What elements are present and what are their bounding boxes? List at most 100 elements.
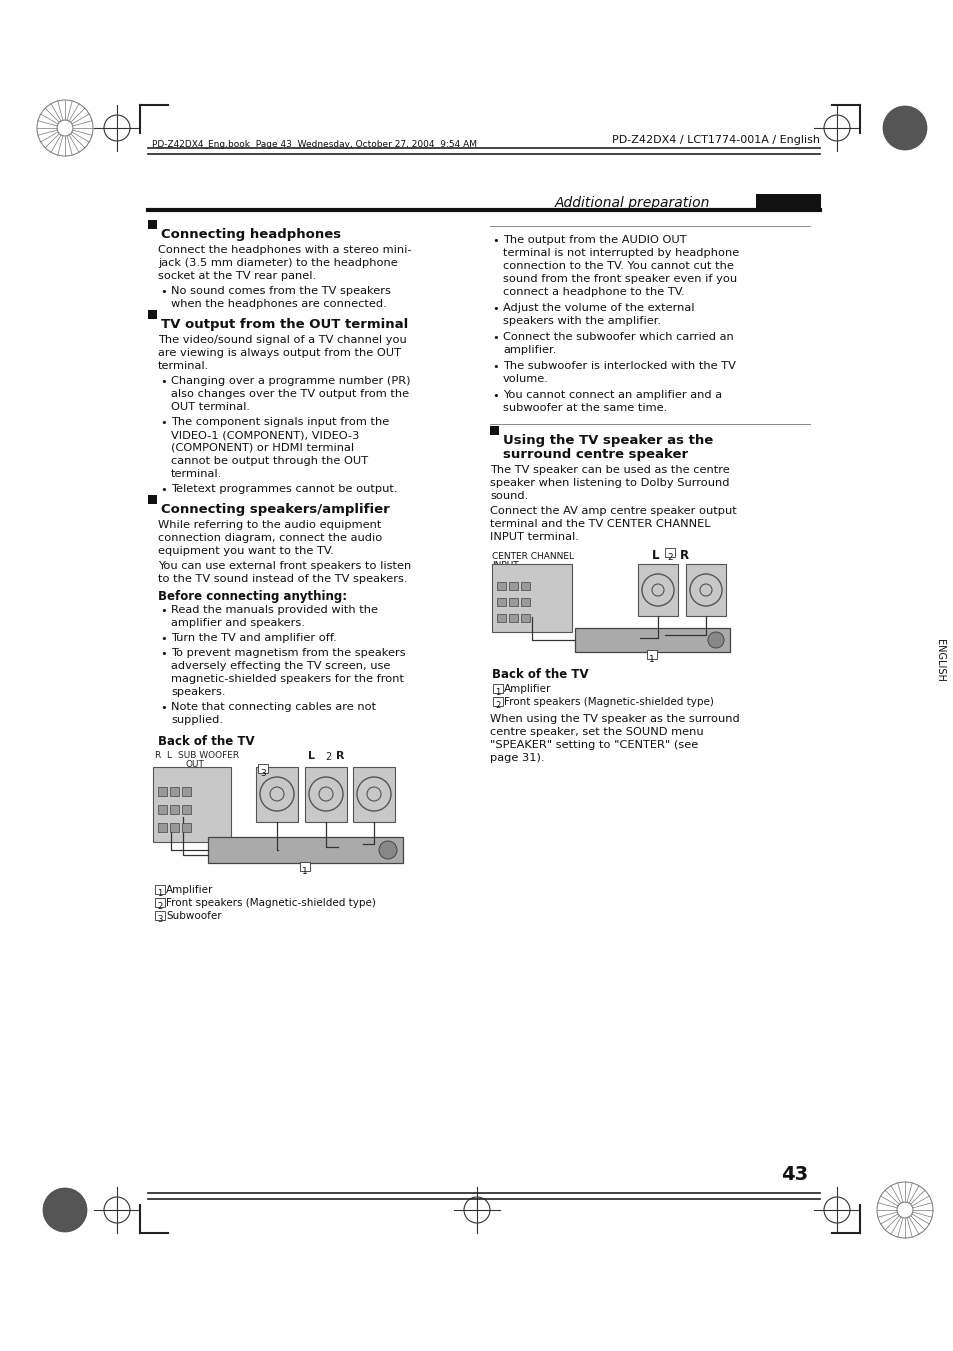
Text: Front speakers (Magnetic-shielded type): Front speakers (Magnetic-shielded type) bbox=[503, 697, 713, 707]
Text: subwoofer at the same time.: subwoofer at the same time. bbox=[502, 403, 666, 413]
Bar bbox=[148, 220, 157, 230]
Text: equipment you want to the TV.: equipment you want to the TV. bbox=[158, 546, 334, 557]
Text: adversely effecting the TV screen, use: adversely effecting the TV screen, use bbox=[171, 661, 390, 671]
Text: jack (3.5 mm diameter) to the headphone: jack (3.5 mm diameter) to the headphone bbox=[158, 258, 397, 267]
Text: speaker when listening to Dolby Surround: speaker when listening to Dolby Surround bbox=[490, 478, 729, 488]
Text: when the headphones are connected.: when the headphones are connected. bbox=[171, 299, 386, 309]
Text: CENTER CHANNEL: CENTER CHANNEL bbox=[492, 553, 574, 561]
Text: amplifier.: amplifier. bbox=[502, 345, 556, 355]
Text: cannot be output through the OUT: cannot be output through the OUT bbox=[171, 457, 368, 466]
Bar bbox=[493, 684, 502, 693]
Text: The component signals input from the: The component signals input from the bbox=[171, 417, 389, 427]
Text: •: • bbox=[492, 390, 498, 401]
Text: SUB WOOFER: SUB WOOFER bbox=[178, 751, 239, 761]
Text: •: • bbox=[160, 607, 167, 616]
Text: Teletext programmes cannot be output.: Teletext programmes cannot be output. bbox=[171, 484, 397, 494]
Text: ENGLISH: ENGLISH bbox=[934, 639, 944, 681]
Text: terminal.: terminal. bbox=[158, 361, 209, 372]
Text: connection diagram, connect the audio: connection diagram, connect the audio bbox=[158, 534, 382, 543]
Text: •: • bbox=[492, 332, 498, 343]
Text: R  L: R L bbox=[154, 751, 172, 761]
Text: 2: 2 bbox=[666, 553, 672, 562]
Bar bbox=[170, 805, 179, 815]
Circle shape bbox=[707, 632, 723, 648]
Text: surround centre speaker: surround centre speaker bbox=[502, 449, 687, 461]
Bar bbox=[305, 767, 347, 821]
Text: You can use external front speakers to listen: You can use external front speakers to l… bbox=[158, 561, 411, 571]
Text: TV output from the OUT terminal: TV output from the OUT terminal bbox=[161, 317, 408, 331]
Text: supplied.: supplied. bbox=[171, 715, 223, 725]
Text: •: • bbox=[160, 485, 167, 494]
Bar bbox=[182, 823, 191, 832]
Bar bbox=[497, 598, 505, 607]
Text: PD-Z42DX4_Eng.book  Page 43  Wednesday, October 27, 2004  9:54 AM: PD-Z42DX4_Eng.book Page 43 Wednesday, Oc… bbox=[152, 141, 476, 149]
Bar bbox=[154, 911, 165, 920]
Text: "SPEAKER" setting to "CENTER" (see: "SPEAKER" setting to "CENTER" (see bbox=[490, 740, 698, 750]
Text: centre speaker, set the SOUND menu: centre speaker, set the SOUND menu bbox=[490, 727, 703, 738]
Bar bbox=[492, 563, 572, 632]
Text: Before connecting anything:: Before connecting anything: bbox=[158, 590, 347, 603]
Text: The TV speaker can be used as the centre: The TV speaker can be used as the centre bbox=[490, 465, 729, 476]
Bar bbox=[257, 765, 268, 773]
Bar bbox=[299, 862, 310, 871]
Text: INPUT: INPUT bbox=[492, 561, 518, 570]
Bar bbox=[353, 767, 395, 821]
Text: The subwoofer is interlocked with the TV: The subwoofer is interlocked with the TV bbox=[502, 361, 735, 372]
Text: No sound comes from the TV speakers: No sound comes from the TV speakers bbox=[171, 286, 391, 296]
Text: Amplifier: Amplifier bbox=[503, 684, 551, 694]
Text: to the TV sound instead of the TV speakers.: to the TV sound instead of the TV speake… bbox=[158, 574, 407, 584]
Text: volume.: volume. bbox=[502, 374, 548, 384]
Text: speakers with the amplifier.: speakers with the amplifier. bbox=[502, 316, 660, 326]
Text: Connect the subwoofer which carried an: Connect the subwoofer which carried an bbox=[502, 332, 733, 342]
Text: •: • bbox=[492, 362, 498, 372]
Bar bbox=[509, 598, 517, 607]
Text: PD-Z42DX4 / LCT1774-001A / English: PD-Z42DX4 / LCT1774-001A / English bbox=[612, 135, 820, 145]
Text: Changing over a programme number (PR): Changing over a programme number (PR) bbox=[171, 376, 410, 386]
Text: R: R bbox=[679, 549, 688, 562]
Text: Subwoofer: Subwoofer bbox=[166, 911, 221, 921]
Bar bbox=[182, 805, 191, 815]
Text: The output from the AUDIO OUT: The output from the AUDIO OUT bbox=[502, 235, 686, 245]
Bar bbox=[520, 582, 530, 590]
Text: Adjust the volume of the external: Adjust the volume of the external bbox=[502, 303, 694, 313]
Text: connect a headphone to the TV.: connect a headphone to the TV. bbox=[502, 286, 684, 297]
Text: connection to the TV. You cannot cut the: connection to the TV. You cannot cut the bbox=[502, 261, 733, 272]
Bar bbox=[509, 613, 517, 621]
Text: 1: 1 bbox=[648, 655, 654, 663]
Text: Back of the TV: Back of the TV bbox=[492, 667, 588, 681]
Text: VIDEO-1 (COMPONENT), VIDEO-3: VIDEO-1 (COMPONENT), VIDEO-3 bbox=[171, 430, 359, 440]
Text: sound.: sound. bbox=[490, 490, 528, 501]
Text: When using the TV speaker as the surround: When using the TV speaker as the surroun… bbox=[490, 713, 739, 724]
Bar bbox=[154, 898, 165, 907]
Text: Back of the TV: Back of the TV bbox=[158, 735, 254, 748]
Text: speakers.: speakers. bbox=[171, 688, 225, 697]
Bar bbox=[664, 549, 675, 557]
Text: 2: 2 bbox=[325, 753, 331, 762]
Text: Connecting speakers/amplifier: Connecting speakers/amplifier bbox=[161, 503, 390, 516]
Text: You cannot connect an amplifier and a: You cannot connect an amplifier and a bbox=[502, 390, 721, 400]
Text: magnetic-shielded speakers for the front: magnetic-shielded speakers for the front bbox=[171, 674, 403, 684]
Text: Note that connecting cables are not: Note that connecting cables are not bbox=[171, 703, 375, 712]
Bar bbox=[154, 885, 165, 894]
Text: Read the manuals provided with the: Read the manuals provided with the bbox=[171, 605, 377, 615]
Text: Amplifier: Amplifier bbox=[166, 885, 213, 894]
Text: While referring to the audio equipment: While referring to the audio equipment bbox=[158, 520, 381, 530]
Bar bbox=[497, 613, 505, 621]
Bar bbox=[182, 788, 191, 796]
Text: •: • bbox=[160, 634, 167, 644]
Bar bbox=[493, 697, 502, 707]
Text: 3: 3 bbox=[260, 769, 266, 778]
Text: (COMPONENT) or HDMI terminal: (COMPONENT) or HDMI terminal bbox=[171, 443, 354, 453]
Text: 1: 1 bbox=[157, 889, 162, 898]
Text: R: R bbox=[335, 751, 344, 761]
Bar bbox=[170, 823, 179, 832]
Text: •: • bbox=[160, 417, 167, 428]
Text: OUT terminal.: OUT terminal. bbox=[171, 403, 250, 412]
Text: •: • bbox=[160, 377, 167, 386]
Text: 2: 2 bbox=[157, 902, 162, 911]
Text: INPUT terminal.: INPUT terminal. bbox=[490, 532, 578, 542]
Bar bbox=[638, 563, 678, 616]
Text: 2: 2 bbox=[495, 701, 500, 711]
Bar bbox=[685, 563, 725, 616]
Bar bbox=[520, 598, 530, 607]
